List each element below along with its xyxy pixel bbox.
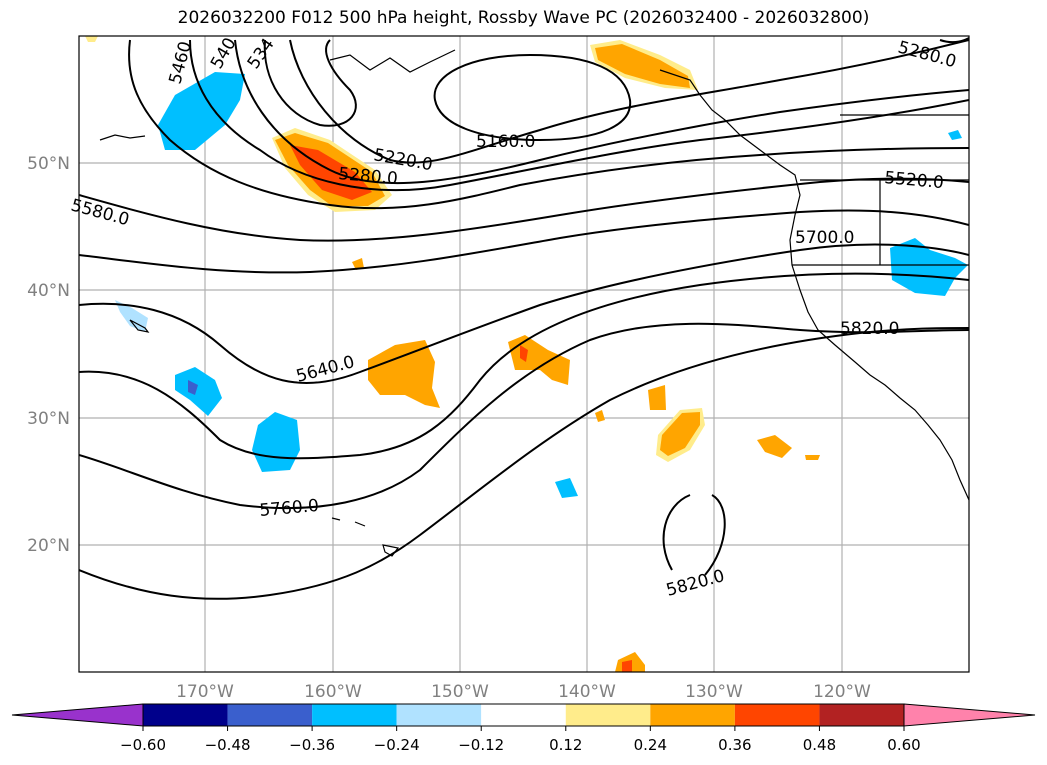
pos-anomaly-patch bbox=[660, 412, 700, 456]
pos-anomaly-patch bbox=[368, 340, 440, 408]
contour-line bbox=[79, 322, 969, 510]
lon-labels: 170°W 160°W 150°W 140°W 130°W 120°W bbox=[176, 682, 871, 702]
pos-anomaly-patch bbox=[757, 435, 792, 458]
neg-anomaly-patch bbox=[115, 300, 148, 332]
lon-label: 130°W bbox=[685, 682, 743, 702]
contour-line bbox=[128, 39, 969, 210]
contour-line bbox=[263, 39, 357, 127]
map-title: 2026032200 F012 500 hPa height, Rossby W… bbox=[177, 8, 870, 28]
contour-line bbox=[234, 39, 969, 185]
lon-label: 150°W bbox=[431, 682, 489, 702]
contour-label: 5820.0 bbox=[664, 566, 727, 601]
pos-anomaly-patch bbox=[520, 345, 528, 362]
contour-label: 5820.0 bbox=[840, 319, 899, 339]
contour-line bbox=[662, 494, 726, 576]
colorbar-segment bbox=[143, 704, 228, 726]
contour-line bbox=[79, 272, 969, 460]
colorbar-segment bbox=[650, 704, 735, 726]
colorbar-frame bbox=[142, 703, 905, 727]
pos-anomaly-patch bbox=[595, 410, 605, 422]
colorbar-tick-label: 0.36 bbox=[718, 736, 751, 754]
contour-line bbox=[433, 53, 632, 142]
lat-label: 50°N bbox=[27, 154, 70, 174]
colorbar: −0.60 −0.48 −0.36 −0.24 −0.12 0.12 0.24 0.36 0.4… bbox=[11, 703, 1036, 754]
lat-label: 40°N bbox=[27, 281, 70, 301]
colorbar-extend-min bbox=[11, 703, 144, 727]
contour-line bbox=[79, 327, 969, 600]
lat-label: 30°N bbox=[27, 409, 70, 429]
colorbar-tick-label: 0.48 bbox=[803, 736, 836, 754]
neg-anomaly-patch bbox=[890, 238, 968, 296]
pos-anomaly-patch bbox=[85, 36, 98, 42]
colorbar-segment bbox=[819, 704, 904, 726]
colorbar-segment bbox=[565, 704, 651, 726]
contour-line bbox=[189, 39, 969, 192]
contour-label: 5520.0 bbox=[884, 168, 945, 193]
neg-anomaly-patch bbox=[948, 130, 962, 140]
pos-anomaly-patch bbox=[508, 335, 570, 385]
pos-anomaly-patch bbox=[805, 455, 820, 460]
lat-labels: 50°N 40°N 30°N 20°N bbox=[27, 154, 70, 556]
neg-anomaly-patch bbox=[252, 412, 300, 472]
colorbar-segment bbox=[396, 704, 482, 726]
neg-anomaly-patch bbox=[158, 72, 245, 150]
colorbar-segment bbox=[481, 704, 566, 726]
lon-label: 120°W bbox=[813, 682, 871, 702]
colorbar-extend-max bbox=[903, 703, 1036, 727]
colorbar-segment bbox=[227, 704, 313, 726]
height-contours bbox=[79, 37, 969, 600]
neg-anomaly-patch bbox=[188, 380, 198, 395]
colorbar-tick-label: −0.12 bbox=[458, 736, 504, 754]
contour-label: 5760.0 bbox=[259, 496, 320, 521]
contour-line bbox=[79, 243, 969, 384]
colorbar-tick-label: −0.60 bbox=[120, 736, 166, 754]
coastlines bbox=[99, 49, 969, 557]
contour-label: 534 bbox=[244, 35, 279, 73]
colorbar-tick-label: −0.24 bbox=[374, 736, 420, 754]
lon-label: 140°W bbox=[558, 682, 616, 702]
contour-line bbox=[79, 209, 969, 274]
map-frame bbox=[78, 35, 970, 673]
pos-anomaly-patch bbox=[595, 44, 690, 88]
colorbar-tick-label: −0.48 bbox=[205, 736, 251, 754]
lat-label: 20°N bbox=[27, 536, 70, 556]
colorbar-tick-label: −0.36 bbox=[289, 736, 335, 754]
pos-anomaly-patch bbox=[648, 385, 666, 410]
colorbar-tick-label: 0.24 bbox=[634, 736, 667, 754]
pos-anomaly-patch bbox=[352, 258, 364, 270]
colorbar-tick-label: 0.12 bbox=[549, 736, 582, 754]
colorbar-segment bbox=[312, 704, 397, 726]
contour-label: 5700.0 bbox=[795, 228, 854, 248]
colorbar-segment bbox=[734, 704, 820, 726]
neg-anomaly-patch bbox=[555, 478, 578, 498]
contour-label: 5160.0 bbox=[476, 132, 535, 152]
pos-anomaly-patch bbox=[622, 660, 632, 672]
lon-label: 160°W bbox=[304, 682, 362, 702]
contour-line bbox=[79, 177, 969, 242]
contour-line bbox=[939, 37, 969, 44]
contour-line bbox=[289, 39, 969, 164]
lon-label: 170°W bbox=[176, 682, 234, 702]
colorbar-tick-label: 0.60 bbox=[887, 736, 920, 754]
neg-anomaly-patch bbox=[175, 367, 222, 416]
